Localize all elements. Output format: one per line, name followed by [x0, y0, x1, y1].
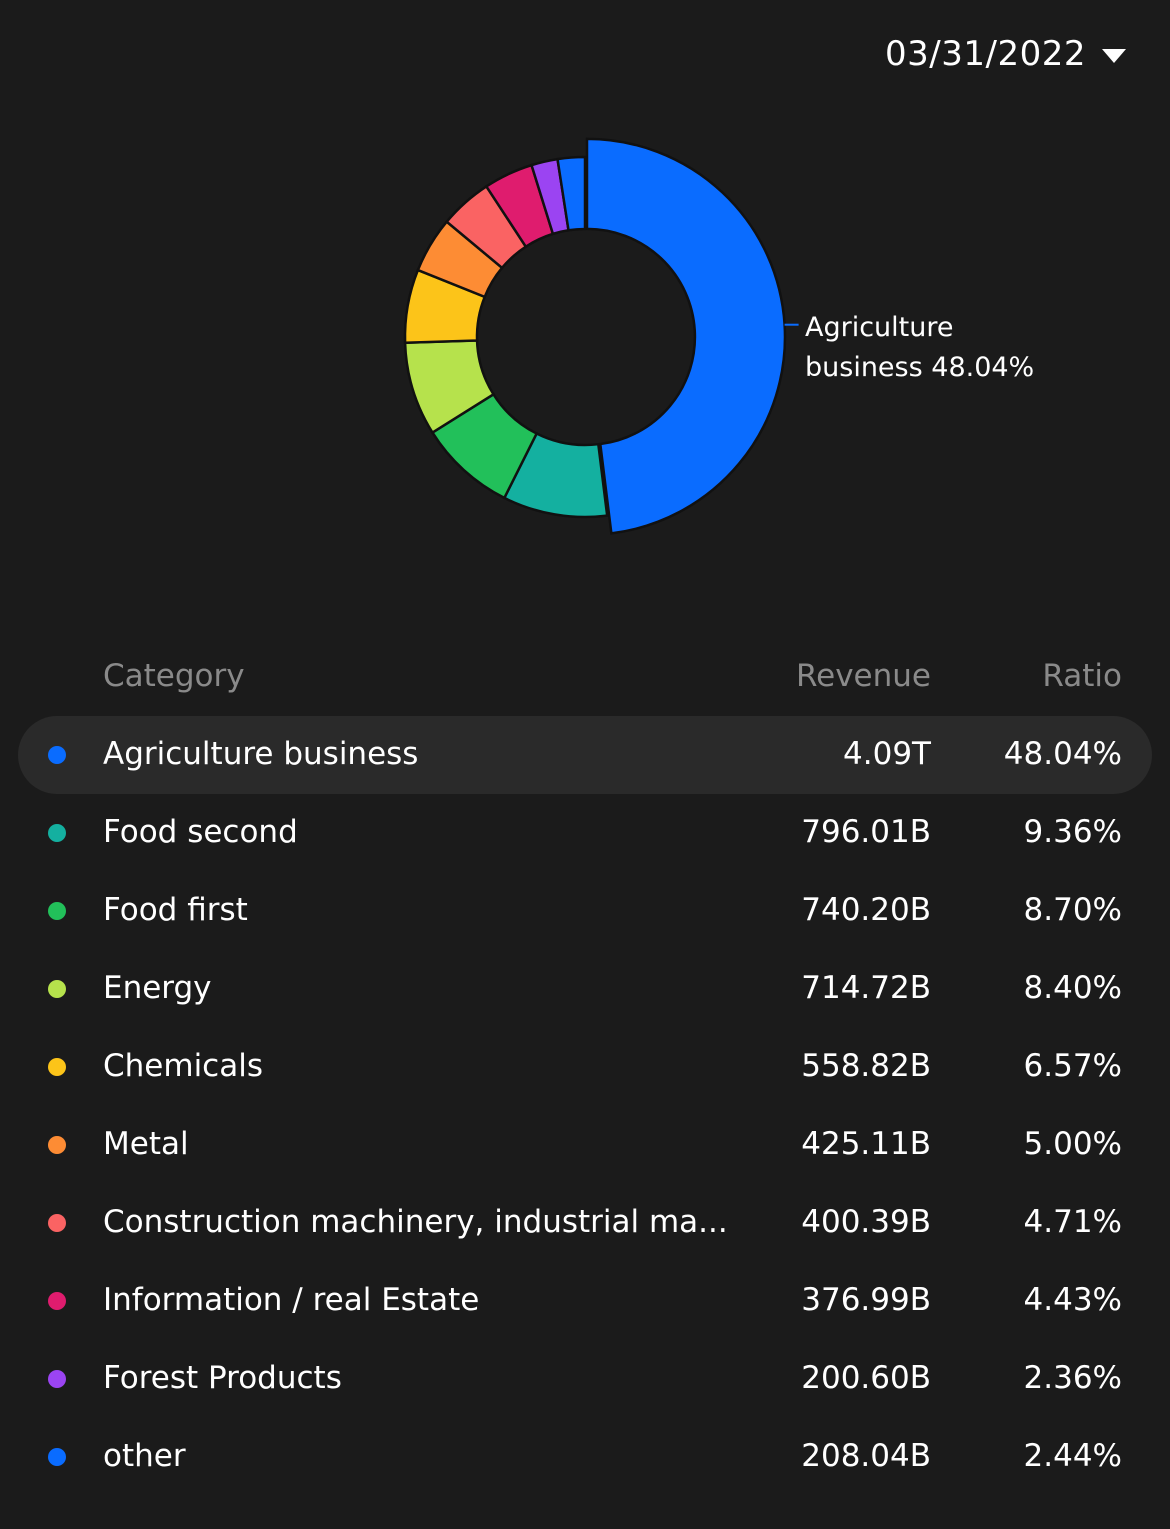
chart-callout-label: Agriculture business 48.04%	[805, 308, 1065, 388]
category-label: Construction machinery, industrial ma...	[103, 1204, 728, 1240]
ratio-value: 5.00%	[1023, 1126, 1122, 1162]
callout-line-1: Agriculture	[805, 312, 954, 343]
revenue-value: 208.04B	[801, 1438, 931, 1474]
legend-dot	[48, 746, 66, 764]
legend-dot	[48, 902, 66, 920]
table-row[interactable]: other 208.04B 2.44%	[0, 1418, 1170, 1496]
category-label: Metal	[103, 1126, 189, 1162]
legend-dot	[48, 824, 66, 842]
revenue-value: 200.60B	[801, 1360, 931, 1396]
date-selector[interactable]: 03/31/2022	[885, 34, 1126, 74]
ratio-value: 2.44%	[1023, 1438, 1122, 1474]
revenue-value: 4.09T	[843, 736, 931, 772]
category-label: Food second	[103, 814, 298, 850]
legend-dot	[48, 1292, 66, 1310]
category-label: Food first	[103, 892, 248, 928]
table-header: Category Revenue Ratio	[0, 652, 1170, 704]
table-row[interactable]: Construction machinery, industrial ma...…	[0, 1184, 1170, 1262]
revenue-value: 558.82B	[801, 1048, 931, 1084]
revenue-value: 425.11B	[801, 1126, 931, 1162]
table-row[interactable]: Information / real Estate 376.99B 4.43%	[0, 1262, 1170, 1340]
legend-dot	[48, 1370, 66, 1388]
donut-chart	[403, 137, 799, 535]
category-label: Forest Products	[103, 1360, 342, 1396]
ratio-value: 4.43%	[1023, 1282, 1122, 1318]
column-header-ratio: Ratio	[1042, 658, 1122, 694]
date-value: 03/31/2022	[885, 34, 1086, 74]
category-label: Chemicals	[103, 1048, 263, 1084]
callout-line-2: business 48.04%	[805, 352, 1035, 383]
revenue-value: 376.99B	[801, 1282, 931, 1318]
table-row[interactable]: Agriculture business 4.09T 48.04%	[0, 716, 1170, 794]
revenue-value: 740.20B	[801, 892, 931, 928]
revenue-value: 714.72B	[801, 970, 931, 1006]
revenue-value: 796.01B	[801, 814, 931, 850]
donut-slice[interactable]	[556, 155, 587, 232]
donut-slice[interactable]	[585, 137, 787, 535]
ratio-value: 6.57%	[1023, 1048, 1122, 1084]
category-label: other	[103, 1438, 186, 1474]
table-row[interactable]: Forest Products 200.60B 2.36%	[0, 1340, 1170, 1418]
table-row[interactable]: Metal 425.11B 5.00%	[0, 1106, 1170, 1184]
table-row[interactable]: Food first 740.20B 8.70%	[0, 872, 1170, 950]
legend-dot	[48, 1136, 66, 1154]
column-header-revenue: Revenue	[795, 658, 931, 694]
ratio-value: 9.36%	[1023, 814, 1122, 850]
category-label: Energy	[103, 970, 212, 1006]
table-row[interactable]: Food second 796.01B 9.36%	[0, 794, 1170, 872]
ratio-value: 48.04%	[1003, 736, 1122, 772]
category-table: Agriculture business 4.09T 48.04% Food s…	[0, 716, 1170, 1496]
ratio-value: 4.71%	[1023, 1204, 1122, 1240]
chevron-down-icon[interactable]	[1102, 49, 1126, 63]
column-header-category: Category	[103, 658, 245, 694]
table-row[interactable]: Chemicals 558.82B 6.57%	[0, 1028, 1170, 1106]
ratio-value: 8.70%	[1023, 892, 1122, 928]
legend-dot	[48, 1214, 66, 1232]
revenue-value: 400.39B	[801, 1204, 931, 1240]
legend-dot	[48, 1058, 66, 1076]
legend-dot	[48, 980, 66, 998]
ratio-value: 2.36%	[1023, 1360, 1122, 1396]
table-row[interactable]: Energy 714.72B 8.40%	[0, 950, 1170, 1028]
category-label: Information / real Estate	[103, 1282, 480, 1318]
legend-dot	[48, 1448, 66, 1466]
ratio-value: 8.40%	[1023, 970, 1122, 1006]
category-label: Agriculture business	[103, 736, 419, 772]
